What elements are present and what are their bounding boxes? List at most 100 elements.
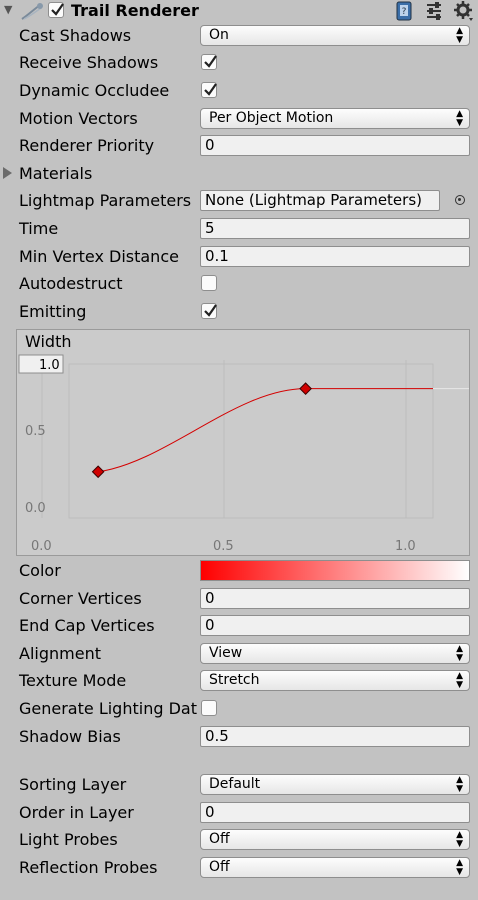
component-enabled-checkbox[interactable] — [48, 2, 64, 18]
materials-foldout-icon[interactable] — [3, 167, 12, 179]
row-time: Time 5 — [0, 216, 478, 243]
dropdown-arrows-icon: ▲ ▼ — [456, 830, 463, 849]
row-color: Color — [0, 558, 478, 585]
row-shadow-bias: Shadow Bias 0.5 — [0, 724, 478, 751]
row-cast-shadows: Cast Shadows On ▲ ▼ — [0, 23, 478, 50]
row-receive-shadows: Receive Shadows — [0, 50, 478, 77]
svg-text:?: ? — [402, 7, 407, 17]
materials-label[interactable]: Materials — [19, 164, 93, 183]
receive-shadows-label: Receive Shadows — [19, 53, 159, 72]
row-corner-vertices: Corner Vertices 0 — [0, 586, 478, 613]
y-tick-label: 0.5 — [25, 424, 46, 439]
row-reflection-probes: Reflection Probes Off ▲ ▼ — [0, 855, 478, 882]
renderer-priority-field[interactable]: 0 — [200, 135, 470, 156]
row-min-vertex-distance: Min Vertex Distance 0.1 — [0, 244, 478, 271]
row-renderer-priority: Renderer Priority 0 — [0, 133, 478, 160]
component-title: Trail Renderer — [71, 1, 199, 20]
shadow-bias-field[interactable]: 0.5 — [200, 726, 470, 747]
preset-sliders-icon[interactable] — [424, 1, 444, 21]
shadow-bias-label: Shadow Bias — [19, 727, 121, 746]
row-generate-lighting-data: Generate Lighting Dat — [0, 696, 478, 723]
help-book-icon[interactable]: ? — [394, 1, 414, 21]
row-texture-mode: Texture Mode Stretch ▲ ▼ — [0, 668, 478, 695]
row-motion-vectors: Motion Vectors Per Object Motion ▲ ▼ — [0, 106, 478, 133]
max-value-text: 1.0 — [39, 358, 60, 373]
texture-mode-dropdown[interactable]: Stretch ▲ ▼ — [200, 670, 470, 691]
row-order-in-layer: Order in Layer 0 — [0, 800, 478, 827]
texture-mode-value: Stretch — [209, 672, 260, 688]
renderer-priority-label: Renderer Priority — [19, 136, 155, 155]
width-curve-plot[interactable]: 1.0 0.0 0.5 0.0 0.5 1.0 — [17, 330, 469, 555]
motion-vectors-label: Motion Vectors — [19, 109, 138, 128]
color-gradient-field[interactable] — [200, 560, 470, 581]
width-curve-title: Width — [25, 332, 72, 351]
end-cap-vertices-label: End Cap Vertices — [19, 616, 155, 635]
motion-vectors-value: Per Object Motion — [209, 110, 334, 126]
dropdown-arrows-icon: ▲ ▼ — [456, 109, 463, 128]
lightmap-parameters-label: Lightmap Parameters — [19, 191, 192, 210]
alignment-dropdown[interactable]: View ▲ ▼ — [200, 643, 470, 664]
motion-vectors-dropdown[interactable]: Per Object Motion ▲ ▼ — [200, 108, 470, 129]
reflection-probes-label: Reflection Probes — [19, 858, 158, 877]
component-header: ▼ Trail Renderer ? — [0, 0, 478, 22]
dropdown-arrows-icon: ▲ ▼ — [456, 671, 463, 690]
object-picker-icon[interactable] — [455, 195, 465, 205]
curve-keyframe[interactable] — [299, 382, 312, 396]
sorting-layer-label: Sorting Layer — [19, 775, 127, 794]
sorting-layer-value: Default — [209, 776, 261, 792]
emitting-checkbox[interactable] — [201, 303, 217, 319]
curve-keyframe[interactable] — [91, 465, 105, 479]
row-lightmap-parameters: Lightmap Parameters None (Lightmap Param… — [0, 188, 478, 215]
cast-shadows-dropdown[interactable]: On ▲ ▼ — [200, 25, 470, 46]
light-probes-dropdown[interactable]: Off ▲ ▼ — [200, 829, 470, 850]
row-alignment: Alignment View ▲ ▼ — [0, 641, 478, 668]
gear-icon[interactable] — [454, 1, 474, 21]
dynamic-occludee-label: Dynamic Occludee — [19, 81, 170, 100]
lightmap-parameters-field[interactable]: None (Lightmap Parameters) — [200, 190, 440, 211]
y-tick-label: 0.0 — [25, 501, 46, 516]
time-label: Time — [19, 219, 59, 238]
min-vertex-distance-label: Min Vertex Distance — [19, 247, 179, 266]
light-probes-label: Light Probes — [19, 830, 118, 849]
order-in-layer-field[interactable]: 0 — [200, 802, 470, 823]
time-field[interactable]: 5 — [200, 218, 470, 239]
corner-vertices-field[interactable]: 0 — [200, 588, 470, 609]
foldout-arrow-icon[interactable]: ▼ — [4, 3, 13, 16]
dropdown-arrows-icon: ▲ ▼ — [456, 644, 463, 663]
end-cap-vertices-field[interactable]: 0 — [200, 615, 470, 636]
width-curve-editor[interactable]: Width 1.0 0.0 0.5 0.0 0.5 1.0 — [16, 329, 470, 556]
row-sorting-layer: Sorting Layer Default ▲ ▼ — [0, 772, 478, 799]
corner-vertices-label: Corner Vertices — [19, 589, 142, 608]
row-dynamic-occludee: Dynamic Occludee — [0, 78, 478, 105]
dynamic-occludee-checkbox[interactable] — [201, 82, 217, 98]
width-curve-line[interactable] — [98, 388, 433, 473]
dropdown-arrows-icon: ▲ ▼ — [456, 26, 463, 45]
reflection-probes-dropdown[interactable]: Off ▲ ▼ — [200, 857, 470, 878]
color-label: Color — [19, 561, 61, 580]
alignment-label: Alignment — [19, 644, 101, 663]
alignment-value: View — [209, 645, 243, 661]
light-probes-value: Off — [209, 831, 230, 847]
row-materials: Materials — [0, 161, 478, 188]
sorting-layer-dropdown[interactable]: Default ▲ ▼ — [200, 774, 470, 795]
max-value-field[interactable] — [18, 354, 64, 374]
trail-renderer-icon — [21, 3, 43, 20]
generate-lighting-data-checkbox[interactable] — [201, 700, 217, 716]
order-in-layer-label: Order in Layer — [19, 803, 134, 822]
dropdown-arrows-icon: ▲ ▼ — [456, 858, 463, 877]
cast-shadows-label: Cast Shadows — [19, 26, 132, 45]
emitting-label: Emitting — [19, 302, 87, 321]
row-end-cap-vertices: End Cap Vertices 0 — [0, 613, 478, 640]
autodestruct-checkbox[interactable] — [201, 275, 217, 291]
texture-mode-label: Texture Mode — [19, 671, 127, 690]
x-tick-label: 1.0 — [395, 539, 416, 554]
row-emitting: Emitting — [0, 299, 478, 326]
x-tick-label: 0.0 — [31, 539, 52, 554]
reflection-probes-value: Off — [209, 859, 230, 875]
cast-shadows-value: On — [209, 27, 229, 43]
min-vertex-distance-field[interactable]: 0.1 — [200, 246, 470, 267]
plot-area — [68, 363, 434, 519]
receive-shadows-checkbox[interactable] — [201, 54, 217, 70]
generate-lighting-data-label: Generate Lighting Dat — [19, 699, 197, 718]
row-autodestruct: Autodestruct — [0, 271, 478, 298]
